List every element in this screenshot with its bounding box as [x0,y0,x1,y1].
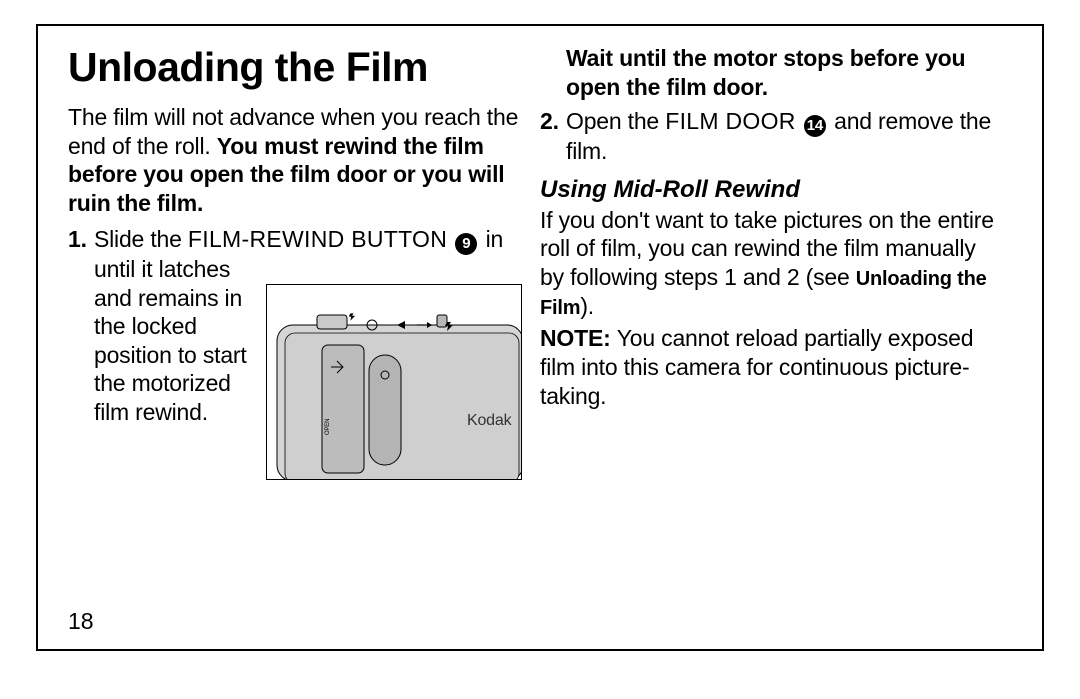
step-2-door-name: FILM DOOR [665,108,795,134]
note-paragraph: NOTE: You cannot reload partially expose… [540,324,994,410]
step-2-text-a: Open the [566,108,665,134]
svg-text:OPEN: OPEN [325,419,331,435]
subheading-midroll: Using Mid-Roll Rewind [540,176,994,204]
wait-warning: Wait until the motor stops before you op… [540,44,994,101]
step-1-button-name: FILM-REWIND BUTTON [188,226,447,252]
brand-text: Kodak [467,412,513,429]
step-list-left: 1. Slide the FILM-REWIND BUTTON 9 in unt… [68,225,522,480]
left-column: Unloading the Film The film will not adv… [68,44,540,637]
open-label: OPEN [325,419,331,435]
midroll-text-b: ). [580,293,594,319]
page-number: 18 [68,608,94,635]
step-2: 2. Open the FILM DOOR 14 and remove the … [540,107,994,166]
step-list-right: 2. Open the FILM DOOR 14 and remove the … [540,107,994,166]
step-1-text-a: Slide the [94,226,188,252]
step-1-text-block: and remains in the locked position to st… [94,284,254,480]
right-column: Wait until the motor stops before you op… [540,44,1012,637]
page-title: Unloading the Film [68,44,522,91]
camera-svg: OPEN [267,285,522,480]
page-frame: Unloading the Film The film will not adv… [36,24,1044,651]
midroll-paragraph: If you don't want to take pictures on th… [540,206,994,321]
step-1: 1. Slide the FILM-REWIND BUTTON 9 in unt… [68,225,522,480]
callout-badge-9: 9 [455,233,477,255]
step-1-number: 1. [68,225,87,254]
callout-badge-14: 14 [804,115,826,137]
step-2-number: 2. [540,107,559,136]
step-1-flow: and remains in the locked position to st… [94,284,522,480]
intro-paragraph: The film will not advance when you reach… [68,103,522,217]
camera-diagram: OPEN [266,284,522,480]
note-label: NOTE: [540,325,617,351]
